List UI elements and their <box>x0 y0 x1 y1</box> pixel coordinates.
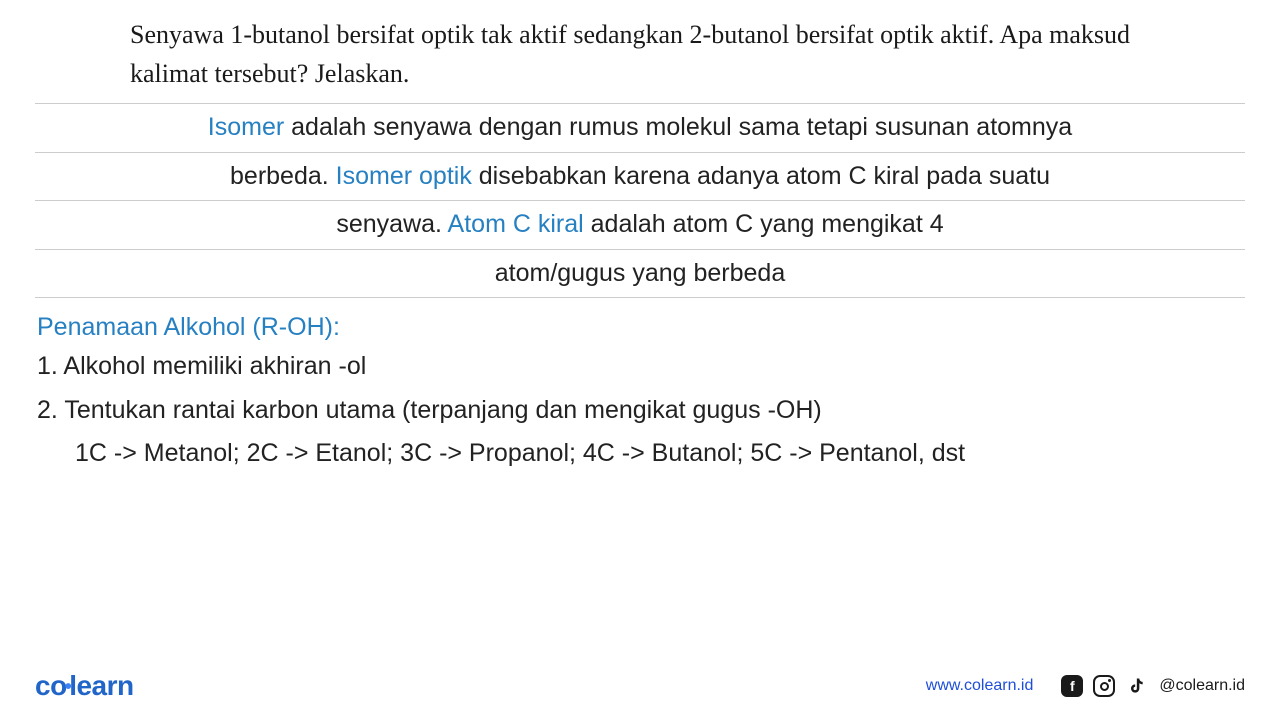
naming-item-1: 1. Alkohol memiliki akhiran -ol <box>37 348 1245 386</box>
definition-text-3a: senyawa. <box>336 210 447 238</box>
social-handle: @colearn.id <box>1159 677 1245 695</box>
definition-line-3: senyawa. Atom C kiral adalah atom C yang… <box>35 200 1245 249</box>
question-text: Senyawa 1-butanol bersifat optik tak akt… <box>35 15 1245 93</box>
definition-text-2b: disebabkan karena adanya atom C kiral pa… <box>472 162 1050 190</box>
definition-line-4: atom/gugus yang berbeda <box>35 249 1245 299</box>
definition-section: Isomer adalah senyawa dengan rumus molek… <box>35 103 1245 298</box>
definition-line-2: berbeda. Isomer optik disebabkan karena … <box>35 152 1245 201</box>
instagram-dot-icon <box>1108 679 1111 682</box>
term-isomer: Isomer <box>208 113 284 141</box>
definition-text-3b: adalah atom C yang mengikat 4 <box>584 210 944 238</box>
instagram-icon <box>1093 675 1115 697</box>
definition-text-1: adalah senyawa dengan rumus molekul sama… <box>284 113 1072 141</box>
naming-item-2: 2. Tentukan rantai karbon utama (terpanj… <box>37 392 1245 430</box>
facebook-icon: f <box>1061 675 1083 697</box>
content-area: Senyawa 1-butanol bersifat optik tak akt… <box>0 0 1280 473</box>
instagram-inner-icon <box>1100 682 1109 691</box>
logo: co•learn <box>35 670 134 702</box>
social-icons: f @colearn.id <box>1061 675 1245 697</box>
footer: co•learn www.colearn.id f @colearn.id <box>0 670 1280 702</box>
logo-part-1: co <box>35 670 67 701</box>
definition-text-2a: berbeda. <box>230 162 336 190</box>
naming-title: Penamaan Alkohol (R-OH): <box>37 313 1245 342</box>
term-isomer-optik: Isomer optik <box>336 162 472 190</box>
definition-line-1: Isomer adalah senyawa dengan rumus molek… <box>35 103 1245 152</box>
footer-right: www.colearn.id f @colearn.id <box>926 675 1245 697</box>
term-atom-c-kiral: Atom C kiral <box>448 210 584 238</box>
naming-section: Penamaan Alkohol (R-OH): 1. Alkohol memi… <box>35 313 1245 473</box>
logo-part-2: learn <box>69 670 133 701</box>
website-url: www.colearn.id <box>926 677 1034 695</box>
tiktok-icon <box>1125 675 1147 697</box>
naming-item-2-sub: 1C -> Metanol; 2C -> Etanol; 3C -> Propa… <box>37 435 1245 473</box>
